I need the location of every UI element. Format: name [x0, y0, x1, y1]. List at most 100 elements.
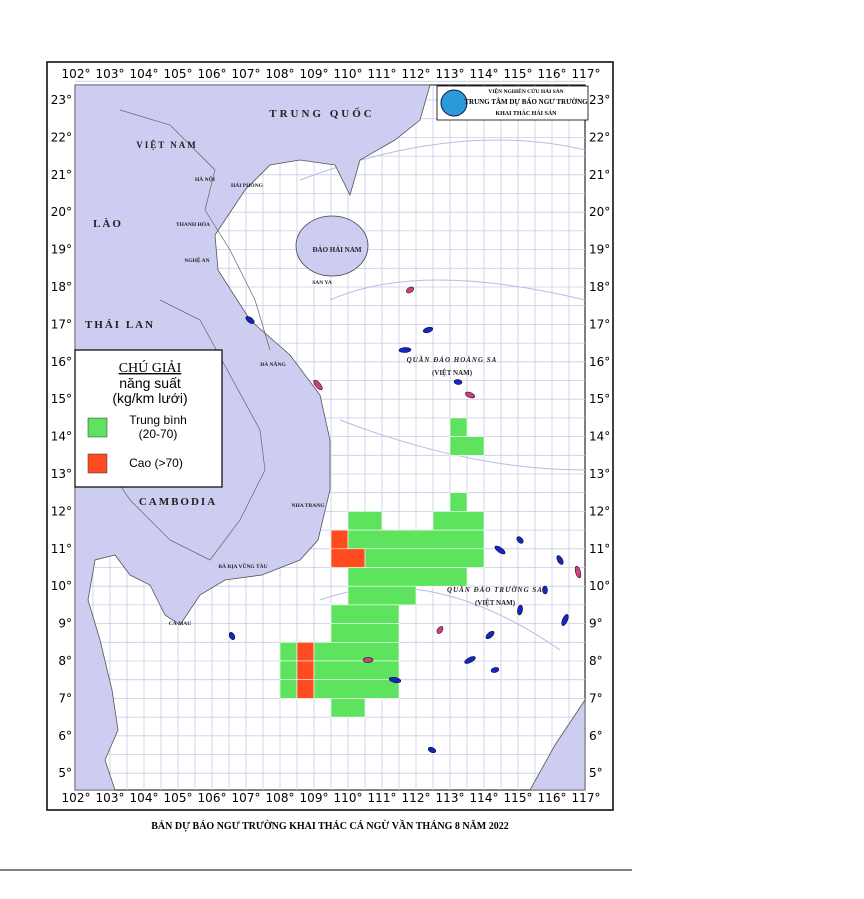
place-label: (VIỆT NAM) [432, 369, 473, 377]
place-label: CÀ MAU [169, 619, 191, 627]
lon-tick-label: 105° [164, 67, 193, 81]
legend-title: CHÚ GIẢI [119, 359, 182, 376]
lon-tick-label: 110° [334, 791, 363, 805]
lon-tick-label: 117° [572, 67, 601, 81]
lon-tick-label: 112° [402, 791, 431, 805]
place-label: HÀ NỘI [195, 175, 215, 183]
forecast-cell [449, 492, 468, 512]
forecast-cell [296, 641, 315, 662]
lon-tick-label: 106° [198, 67, 227, 81]
place-label: THÁI LAN [85, 319, 155, 331]
borneo [529, 698, 586, 791]
lat-tick-label: 14° [51, 430, 72, 444]
lat-tick-label: 9° [589, 617, 603, 631]
lat-tick-label: 20° [51, 205, 72, 219]
lat-tick-label: 14° [589, 430, 610, 444]
lat-tick-label: 6° [589, 729, 603, 743]
forecast-cells [279, 417, 485, 718]
place-label: ĐẢO HẢI NAM [313, 246, 362, 254]
lon-tick-label: 102° [62, 67, 91, 81]
lat-tick-label: 8° [589, 654, 603, 668]
legend-subtitle: (kg/km lưới) [112, 390, 187, 406]
lat-tick-label: 18° [589, 280, 610, 294]
legend: CHÚ GIẢI năng suất (kg/km lưới) Trung bì… [74, 349, 223, 488]
place-label: HẢI PHÒNG [231, 181, 264, 189]
island [362, 657, 374, 663]
lon-tick-label: 109° [300, 791, 329, 805]
contour [329, 279, 586, 301]
lat-tick-label: 19° [589, 243, 610, 257]
header-line: VIỆN NGHIÊN CỨU HẢI SẢN [488, 87, 563, 95]
lat-tick-label: 13° [51, 467, 72, 481]
legend-label: (20-70) [139, 427, 178, 441]
islands [228, 286, 582, 754]
forecast-cell [432, 511, 485, 531]
forecast-cell [279, 660, 298, 681]
forecast-cell [347, 511, 383, 531]
place-label: QUẦN ĐẢO TRƯỜNG SA [447, 586, 543, 594]
forecast-cell [330, 623, 400, 643]
place-label: THANH HÓA [176, 220, 210, 228]
lat-tick-label: 23° [589, 93, 610, 107]
place-label: ĐÀ NẴNG [260, 360, 286, 368]
island [406, 286, 414, 294]
island [556, 555, 564, 565]
lat-tick-label: 23° [51, 93, 72, 107]
place-label: LÀO [93, 218, 123, 230]
header: VIỆN NGHIÊN CỨU HẢI SẢN TRUNG TÂM DỰ BÁO… [436, 85, 589, 121]
place-label: CAMBODIA [139, 496, 217, 508]
lat-tick-label: 18° [51, 280, 72, 294]
lat-tick-label: 16° [589, 355, 610, 369]
place-labels: TRUNG QUỐC VIỆT NAM LÀO THÁI LAN CAMBODIA ĐẢO… [85, 107, 543, 627]
island [228, 632, 236, 640]
island [398, 347, 412, 353]
lon-tick-label: 103° [96, 791, 125, 805]
lat-tick-label: 15° [51, 392, 72, 406]
island [464, 656, 476, 664]
forecast-cell [279, 679, 298, 699]
forecast-cell [364, 548, 485, 568]
lon-tick-label: 115° [504, 67, 533, 81]
island [313, 379, 323, 391]
island [574, 565, 582, 579]
lon-tick-label: 104° [130, 791, 159, 805]
tick-labels: 102° 102° 103° 103° 104° 104° 105° 105° 106° 106°… [51, 67, 611, 805]
header-line: KHAI THÁC HẢI SẢN [495, 109, 557, 117]
lat-tick-label: 15° [589, 392, 610, 406]
lat-tick-label: 21° [589, 168, 610, 182]
lon-tick-label: 103° [96, 67, 125, 81]
lon-tick-label: 106° [198, 791, 227, 805]
lon-tick-label: 105° [164, 791, 193, 805]
lon-tick-label: 110° [334, 67, 363, 81]
lon-tick-label: 104° [130, 67, 159, 81]
place-label: QUẦN ĐẢO HOÀNG SA [407, 356, 498, 364]
lat-tick-label: 13° [589, 467, 610, 481]
legend-label: Cao (>70) [129, 456, 183, 470]
lat-tick-label: 5° [58, 766, 72, 780]
lat-tick-label: 22° [51, 130, 72, 144]
forecast-cell [296, 660, 315, 681]
place-label: SAN YA [312, 280, 332, 286]
lon-tick-label: 102° [62, 791, 91, 805]
lon-tick-label: 112° [402, 67, 431, 81]
island [245, 316, 255, 324]
forecast-cell [347, 529, 485, 550]
hainan-island [295, 215, 369, 277]
forecast-cell [347, 567, 468, 587]
lon-tick-label: 107° [232, 791, 261, 805]
forecast-cell [313, 679, 400, 699]
lon-tick-label: 114° [470, 791, 499, 805]
forecast-cell [330, 698, 366, 718]
lon-tick-label: 108° [266, 67, 295, 81]
island [453, 379, 463, 385]
lon-tick-label: 111° [368, 791, 397, 805]
forecast-cell [279, 641, 298, 662]
lon-tick-label: 111° [368, 67, 397, 81]
lon-tick-label: 107° [232, 67, 261, 81]
island [542, 585, 548, 595]
island [490, 667, 500, 673]
forecast-cell [449, 417, 468, 437]
lat-tick-label: 10° [589, 579, 610, 593]
contour [339, 419, 586, 471]
